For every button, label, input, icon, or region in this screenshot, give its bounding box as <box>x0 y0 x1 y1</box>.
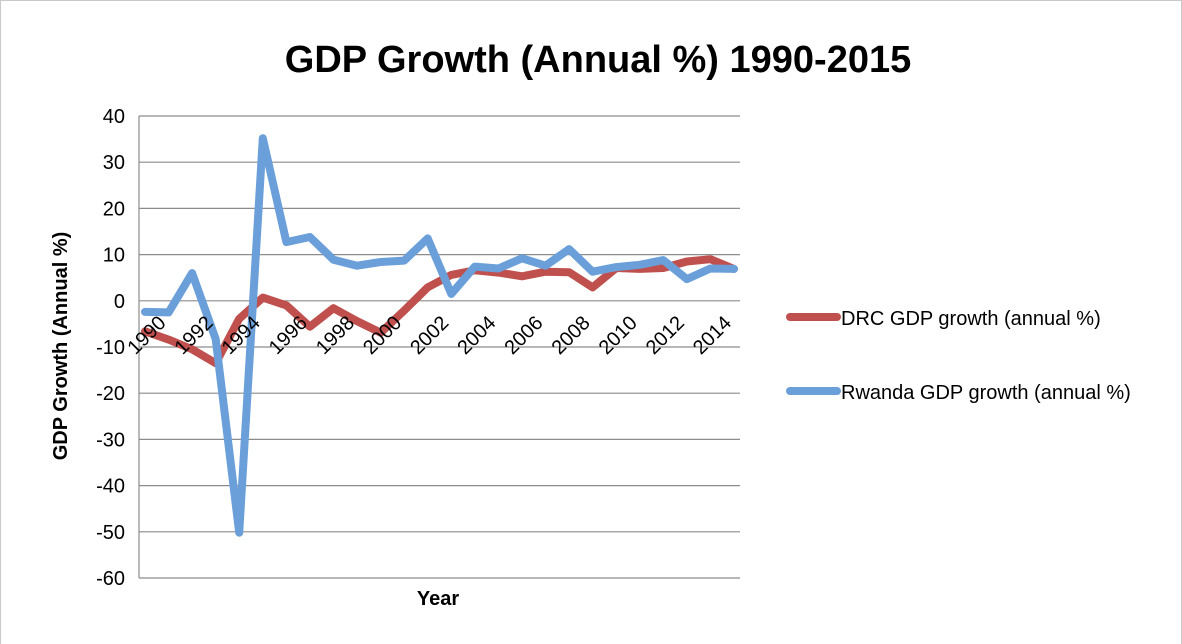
y-tick-label: 0 <box>114 291 125 313</box>
x-tick-label: 2004 <box>453 312 500 359</box>
x-tick-label: 2012 <box>642 312 689 359</box>
legend-label-1: Rwanda GDP growth (annual %) <box>841 382 1131 404</box>
legend: DRC GDP growth (annual %) Rwanda GDP grow… <box>786 308 1131 404</box>
y-tick-label: 30 <box>103 152 125 174</box>
x-tick-label: 2014 <box>689 312 736 359</box>
x-tick-label: 2002 <box>406 312 453 359</box>
x-tick-label: 2010 <box>595 312 642 359</box>
y-tick-label: -20 <box>96 383 125 405</box>
y-tick-label: 40 <box>103 106 125 128</box>
x-tick-label: 2006 <box>500 312 547 359</box>
y-axis-label: GDP Growth (Annual %) <box>50 232 72 461</box>
chart-title: GDP Growth (Annual %) 1990-2015 <box>285 39 911 81</box>
x-tick-label: 2008 <box>548 312 595 359</box>
y-tick-label: -60 <box>96 568 125 590</box>
y-tick-label: -50 <box>96 522 125 544</box>
y-tick-label: -30 <box>96 429 125 451</box>
x-axis-label: Year <box>417 588 459 610</box>
legend-label-0: DRC GDP growth (annual %) <box>841 308 1101 330</box>
y-tick-label: -40 <box>96 476 125 498</box>
series-lines <box>141 134 738 537</box>
y-tick-label: 20 <box>103 198 125 220</box>
y-axis-ticks: 40 30 20 10 0 -10 -20 -30 -40 -50 -60 <box>96 106 125 590</box>
y-tick-label: -10 <box>96 337 125 359</box>
series-line-1 <box>141 134 738 537</box>
y-tick-label: 10 <box>103 245 125 267</box>
